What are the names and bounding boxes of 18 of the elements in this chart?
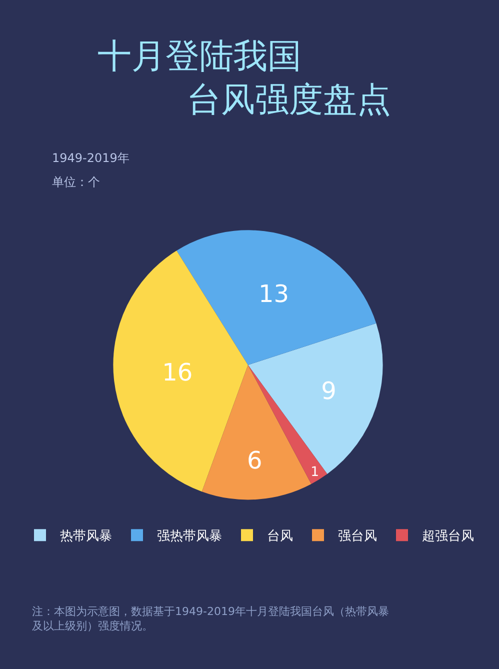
chart-title: 十月登陆我国 (98, 36, 302, 76)
data-label: 9 (321, 377, 336, 406)
text: 注：本图为示意图，数据基于1949-2019年十月登陆我国台风（热带风暴及以上级别）强度情况。 (32, 605, 389, 632)
text: 单位：个 (52, 175, 100, 189)
pie-slice (202, 364, 312, 500)
legend-label: 台风 (267, 529, 293, 544)
legend-label: 热带风暴 (60, 529, 112, 544)
legend-label: 强台风 (338, 529, 377, 544)
pie-slice (248, 323, 383, 474)
data-label: 1 (310, 465, 319, 480)
pie-slice (113, 250, 248, 492)
text: 1949-2019年 (52, 151, 130, 165)
chart-subtitle: 台风强度盘点 (187, 80, 391, 120)
legend-label: 强热带风暴 (157, 529, 222, 544)
data-label: 6 (247, 446, 262, 475)
legend-label: 超强台风 (422, 529, 474, 544)
data-label: 16 (162, 358, 193, 386)
data-label: 13 (258, 280, 290, 308)
